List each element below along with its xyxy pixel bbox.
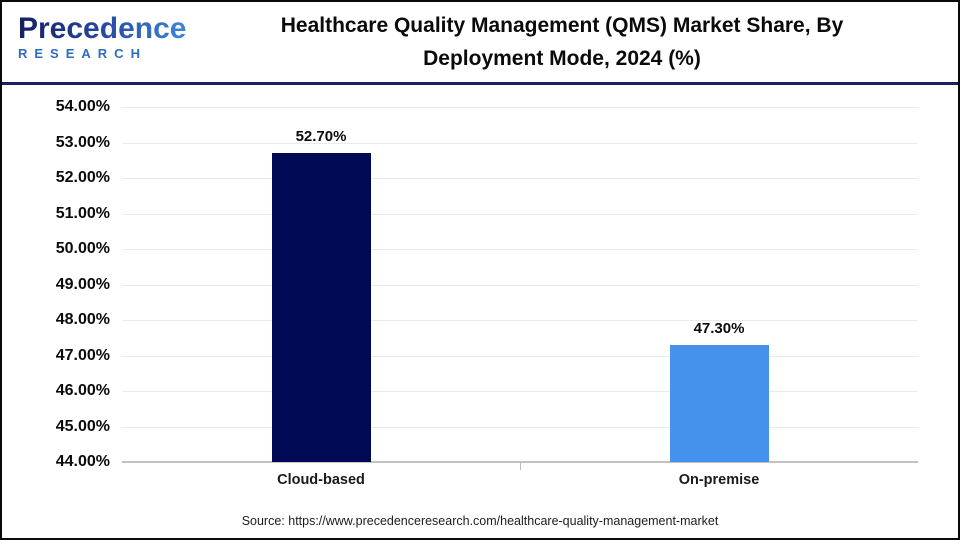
y-tick-label: 52.00% — [55, 169, 110, 186]
gridline — [122, 142, 918, 144]
bar-cloud-based — [271, 153, 371, 462]
gridline — [122, 426, 918, 428]
source-text: Source: https://www.precedenceresearch.c… — [241, 514, 719, 528]
y-tick-label: 46.00% — [55, 382, 110, 399]
chart-title-line1: Healthcare Quality Management (QMS) Mark… — [280, 14, 844, 37]
gridline — [122, 107, 918, 108]
gridline — [122, 320, 918, 321]
gridline — [122, 249, 918, 250]
y-tick-label: 45.00% — [55, 417, 110, 435]
bar-value-label-cloud-based: 52.70% — [295, 128, 347, 146]
y-tick-label: 48.00% — [55, 311, 110, 328]
y-tick-label: 47.00% — [55, 346, 110, 364]
x-axis-center-tick — [520, 462, 521, 470]
logo-research-text: RESEARCH — [18, 46, 147, 61]
precedence-logo: Precedence RESEARCH — [18, 14, 186, 61]
gridline — [122, 178, 918, 179]
y-tick-label: 53.00% — [55, 133, 110, 151]
gridline — [122, 355, 918, 357]
logo-wordmark: Precedence — [18, 12, 187, 45]
y-tick-label: 51.00% — [55, 204, 110, 222]
bar-on-premise — [669, 344, 769, 462]
bar-value-label-on-premise: 47.30% — [693, 319, 745, 337]
gridline — [122, 391, 918, 392]
y-tick-label: 44.00% — [55, 453, 110, 470]
figure-header: Precedence RESEARCH Healthcare Quality M… — [2, 2, 958, 85]
gridline — [122, 213, 918, 215]
plot-area: 52.70% 47.30% — [122, 107, 918, 470]
chart-title: Healthcare Quality Management (QMS) Mark… — [182, 9, 942, 75]
y-tick-label: 54.00% — [55, 98, 110, 115]
y-tick-label: 49.00% — [55, 275, 110, 293]
category-label-cloud-based: Cloud-based — [277, 472, 365, 488]
category-label-on-premise: On-premise — [678, 472, 760, 488]
gridline — [122, 284, 918, 286]
y-tick-label: 50.00% — [55, 240, 110, 257]
chart-title-line2: Deployment Mode, 2024 (%) — [423, 47, 701, 70]
